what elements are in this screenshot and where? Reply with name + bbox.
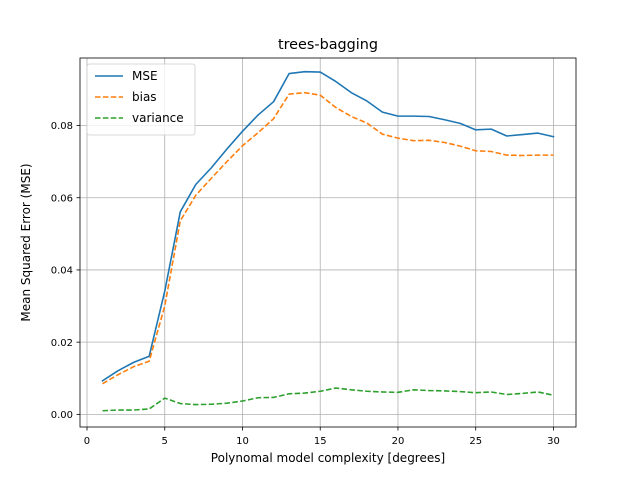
legend-label-MSE: MSE xyxy=(132,69,158,83)
y-tick-label: 0.06 xyxy=(51,193,73,204)
y-tick-label: 0.04 xyxy=(51,266,73,277)
x-tick-label: 30 xyxy=(547,436,560,447)
legend-label-variance: variance xyxy=(132,111,184,125)
x-tick-label: 5 xyxy=(162,436,168,447)
x-tick-label: 10 xyxy=(236,436,249,447)
series-line-variance xyxy=(102,387,554,412)
ticks: 0 5 10 15 20 25 30 0.00 0.02 0.04 0.06 0.08 xyxy=(51,121,560,447)
y-axis-label: Mean Squared Error (MSE) xyxy=(19,163,33,321)
legend: MSE bias variance xyxy=(86,63,196,136)
x-tick-label: 15 xyxy=(314,436,327,447)
grid xyxy=(80,58,576,427)
x-axis-label: Polynomal model complexity [degrees] xyxy=(211,451,445,465)
series-lines xyxy=(101,70,555,412)
x-tick-label: 0 xyxy=(84,436,90,447)
axes-frame xyxy=(79,57,577,428)
y-tick-label: 0.00 xyxy=(51,410,73,421)
chart-title: trees-bagging xyxy=(278,37,378,53)
legend-label-bias: bias xyxy=(132,90,157,104)
y-tick-label: 0.02 xyxy=(51,338,73,349)
series-line-MSE xyxy=(101,70,555,382)
y-tick-label: 0.08 xyxy=(51,121,73,132)
x-tick-label: 20 xyxy=(392,436,405,447)
x-tick-label: 25 xyxy=(469,436,482,447)
series-line-bias xyxy=(102,91,554,385)
